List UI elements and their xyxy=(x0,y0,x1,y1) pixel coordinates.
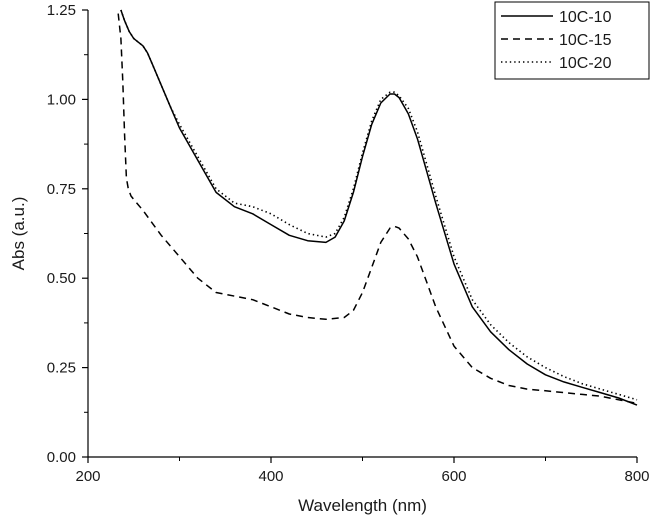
y-tick-label: 1.00 xyxy=(47,91,76,108)
series-line-10c-10 xyxy=(120,9,638,406)
series-layer xyxy=(117,9,638,406)
x-tick-label: 800 xyxy=(624,468,649,485)
series-line-10c-15 xyxy=(117,13,638,405)
plot-axes: 200 400 600 800 0.00 0.25 0.50 0.75 1.00 1.25 xyxy=(47,2,650,485)
y-tick-label: 0.00 xyxy=(47,449,76,466)
x-tick-label: 200 xyxy=(75,468,100,485)
y-tick-label: 1.25 xyxy=(47,2,76,19)
y-tick-label: 0.25 xyxy=(47,360,76,377)
x-axis-title: Wavelength (nm) xyxy=(298,496,427,515)
legend-label: 10C-20 xyxy=(559,55,612,72)
x-tick-label: 600 xyxy=(441,468,466,485)
legend-box xyxy=(494,1,650,80)
y-tick-label: 0.75 xyxy=(47,181,76,198)
y-tick-label: 0.50 xyxy=(47,270,76,287)
legend: 10C-10 10C-15 10C-20 xyxy=(494,1,650,80)
y-axis-title: Abs (a.u.) xyxy=(9,197,28,271)
legend-label: 10C-15 xyxy=(559,32,612,49)
legend-label: 10C-10 xyxy=(559,9,612,26)
x-tick-label: 400 xyxy=(258,468,283,485)
